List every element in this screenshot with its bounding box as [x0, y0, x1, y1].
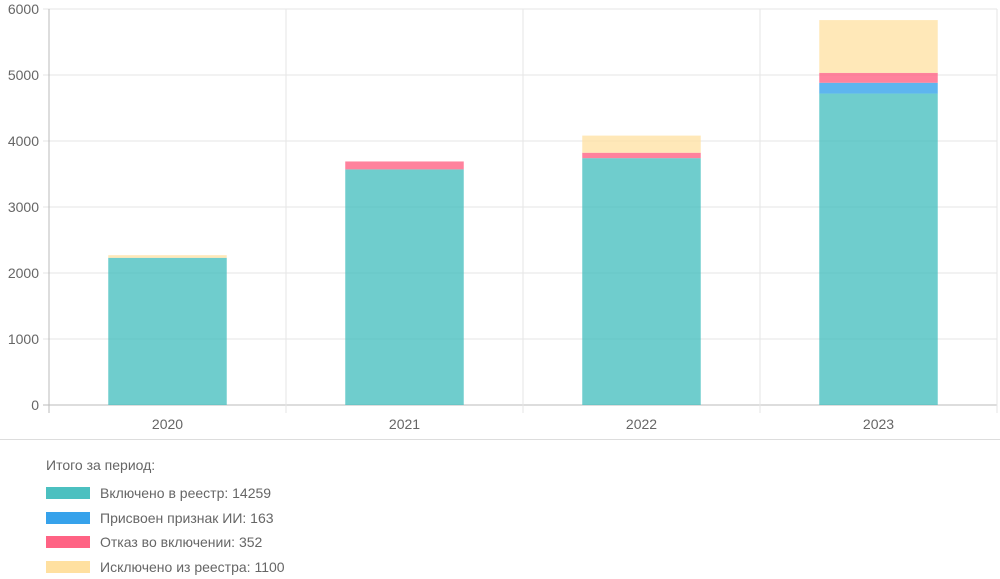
bar-segment [582, 153, 701, 158]
summary-legend: Итого за период: Включено в реестр: 1425… [46, 457, 285, 579]
bar-segment [108, 255, 227, 258]
legend-item-ai-flag[interactable]: Присвоен признак ИИ: 163 [46, 506, 285, 531]
bar-segment [819, 83, 938, 94]
bar-segment [108, 258, 227, 405]
stacked-bar-chart: 0 1000 2000 3000 4000 5000 6000 2020 2021 2022 202… [0, 0, 1000, 440]
x-tick-label: 2020 [152, 416, 183, 432]
legend-swatch [46, 487, 90, 499]
y-tick-label: 6000 [8, 1, 39, 17]
legend-swatch [46, 512, 90, 524]
bar-segment [582, 158, 701, 405]
y-tick-label: 2000 [8, 265, 39, 281]
legend-label: Исключено из реестра: 1100 [100, 559, 285, 575]
y-tick-label: 5000 [8, 67, 39, 83]
x-tick-label: 2021 [389, 416, 420, 432]
legend-label: Включено в реестр: 14259 [100, 485, 271, 501]
legend-swatch [46, 561, 90, 573]
legend-swatch [46, 536, 90, 548]
legend-item-excluded[interactable]: Исключено из реестра: 1100 [46, 555, 285, 579]
bar-segment [819, 94, 938, 405]
y-tick-label: 0 [31, 397, 39, 413]
summary-title: Итого за период: [46, 457, 285, 475]
legend-item-included[interactable]: Включено в реестр: 14259 [46, 481, 285, 506]
bar-segment [345, 161, 464, 169]
bar-segment [345, 169, 464, 405]
legend-label: Присвоен признак ИИ: 163 [100, 510, 274, 526]
legend-label: Отказ во включении: 352 [100, 534, 262, 550]
x-tick-label: 2022 [626, 416, 657, 432]
bar-segment [819, 73, 938, 83]
y-tick-label: 4000 [8, 133, 39, 149]
legend-item-refused[interactable]: Отказ во включении: 352 [46, 530, 285, 555]
bar-segment [582, 136, 701, 153]
bar-segment [819, 20, 938, 73]
chart-divider [0, 439, 1000, 440]
y-tick-label: 1000 [8, 331, 39, 347]
x-tick-label: 2023 [863, 416, 894, 432]
y-tick-label: 3000 [8, 199, 39, 215]
